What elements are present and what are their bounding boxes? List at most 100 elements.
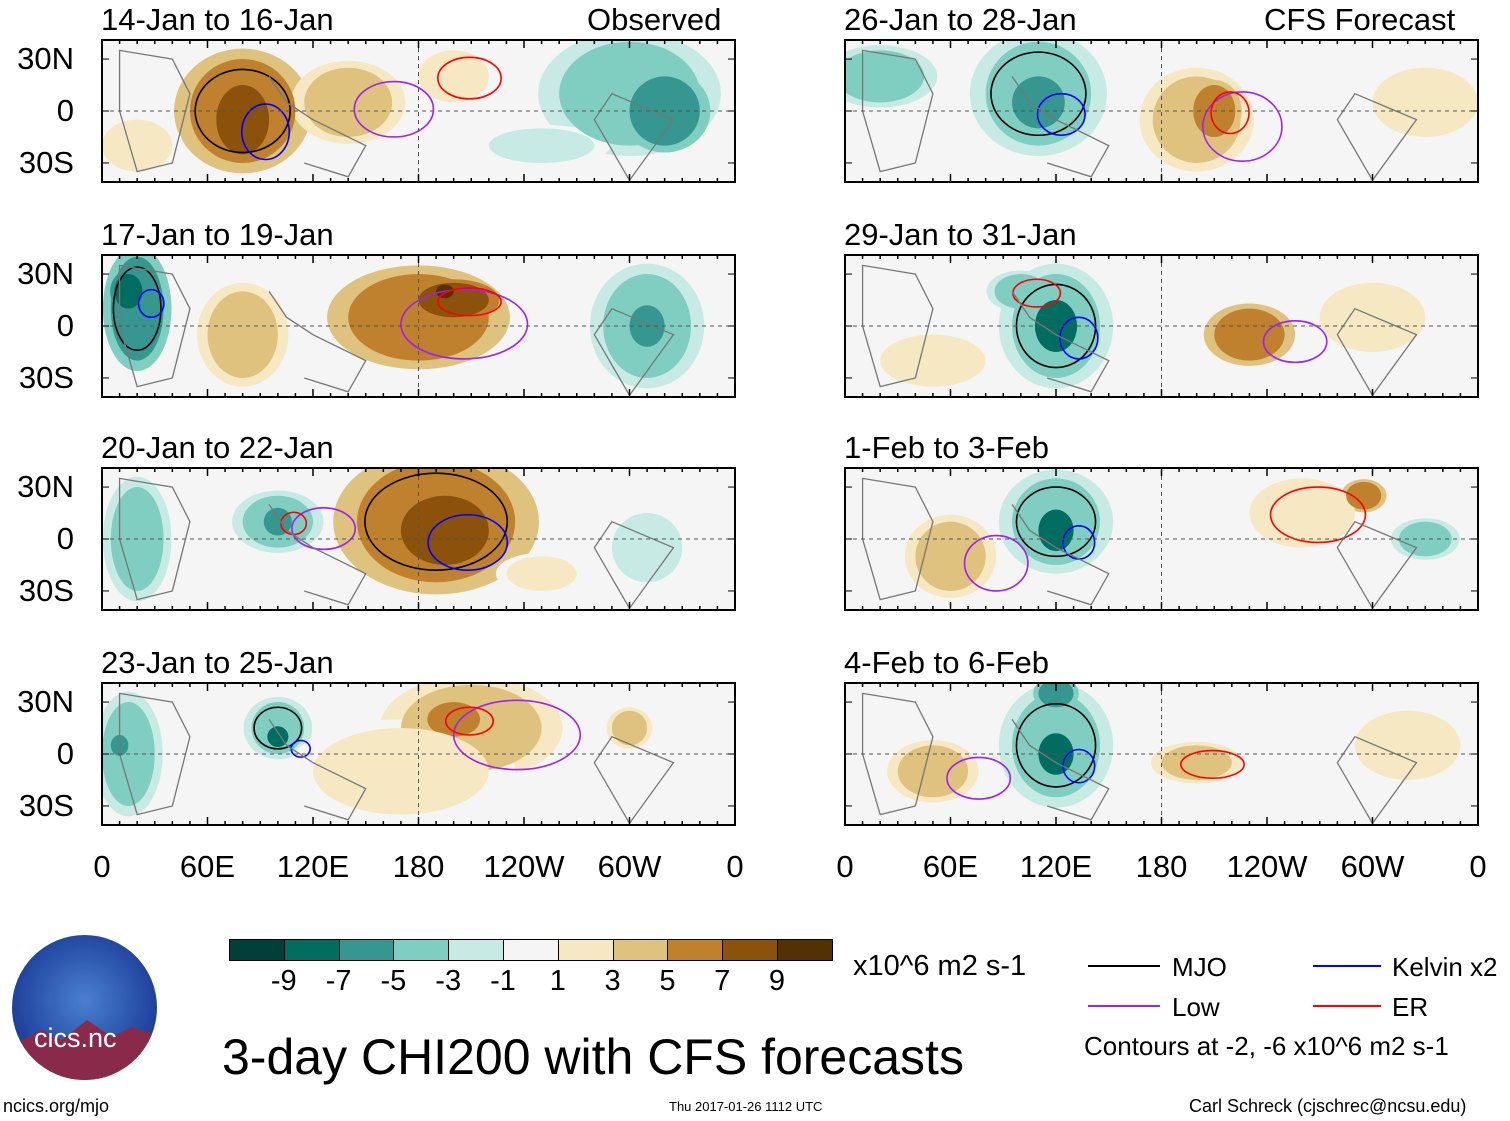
legend-line-er [1313, 1005, 1381, 1007]
lat-tick-label: 0 [56, 308, 74, 343]
contour-line [137, 288, 165, 319]
lat-tick-label: 30N [17, 684, 74, 720]
anomaly-shading [304, 67, 393, 137]
colorbar-swatch [722, 939, 778, 961]
cics-logo: cics.nc [12, 935, 157, 1080]
anomaly-shading [110, 256, 164, 361]
lon-tick-label: 0 [726, 849, 744, 884]
anomaly-shading [1354, 710, 1461, 780]
legend-label-kelvin: Kelvin x2 [1392, 952, 1498, 982]
lat-tick-label: 30N [17, 41, 74, 77]
contour-line [1180, 749, 1245, 780]
panel-title: 20-Jan to 22-Jan [101, 430, 334, 465]
contour-line [963, 534, 1029, 592]
anomaly-shading [915, 521, 986, 591]
anomaly-shading [1372, 67, 1478, 137]
legend-line-low [1088, 1005, 1160, 1007]
anomaly-shading [611, 710, 648, 746]
logo-text: cics.nc [34, 1023, 117, 1053]
anomaly-shading [427, 702, 481, 737]
contour-line [1262, 320, 1328, 364]
anomaly-shading [1214, 308, 1285, 361]
panel-title: 1-Feb to 3-Feb [844, 430, 1050, 465]
colorbar-label: -9 [270, 965, 297, 997]
lon-tick-label: 180 [1135, 849, 1188, 884]
lon-tick-label: 120W [483, 849, 565, 884]
anomaly-shading [1398, 521, 1452, 557]
colorbar-swatch [393, 939, 450, 961]
colorbar-swatch [338, 939, 395, 961]
colorbar-label: 9 [768, 965, 786, 997]
anomaly-shading [267, 726, 289, 748]
site-link[interactable]: ncics.org/mjo [3, 1096, 110, 1116]
lat-tick-label: 30S [18, 359, 74, 395]
map-panel [101, 467, 736, 611]
anomaly-shading [994, 274, 1048, 309]
anomaly-shading [1038, 683, 1074, 708]
lon-tick-label: 60W [1340, 849, 1405, 884]
contour-line [990, 51, 1087, 137]
colorbar-swatch [557, 939, 614, 961]
lon-tick-label: 60E [922, 849, 979, 884]
colorbar-label: -7 [325, 965, 352, 997]
map-panel [844, 467, 1479, 611]
contour-line [1015, 702, 1097, 788]
contour-line [437, 56, 502, 100]
lat-tick-label: 30S [18, 144, 74, 180]
contour-line [1015, 486, 1097, 558]
contour-line [437, 287, 502, 317]
author: Carl Schreck (cjschrec@ncsu.edu) [1189, 1096, 1467, 1116]
legend-label-er: ER [1392, 992, 1429, 1022]
anomaly-shading [216, 85, 270, 155]
lat-tick-label: 0 [56, 521, 74, 556]
anomaly-shading [1249, 478, 1355, 548]
anomaly-shading [880, 334, 986, 387]
lon-tick-label: 120E [1019, 849, 1093, 884]
anomaly-shading [488, 128, 595, 163]
colorbar-units: x10^6 m2 s-1 [853, 950, 1027, 982]
forecast-label: CFS Forecast [1264, 2, 1456, 37]
legend-label-mjo: MJO [1172, 952, 1227, 982]
anomaly-shading [845, 50, 925, 103]
colorbar-swatch [667, 939, 724, 961]
anomaly-shading [611, 513, 683, 583]
anomaly-shading [897, 745, 969, 798]
lon-tick-label: 0 [1469, 849, 1487, 884]
contour-note: Contours at -2, -6 x10^6 m2 s-1 [1084, 1031, 1449, 1061]
contour-line [364, 472, 509, 571]
anomaly-shading [400, 495, 489, 565]
lat-tick-label: 30S [18, 787, 74, 823]
contour-line [444, 706, 495, 736]
colorbar-label: -1 [490, 965, 516, 997]
panel-title: 17-Jan to 19-Jan [101, 217, 334, 252]
timestamp: Thu 2017-01-26 1112 UTC [669, 1099, 823, 1114]
panel-title: 26-Jan to 28-Jan [844, 2, 1077, 37]
colorbar-label: -5 [380, 965, 407, 997]
anomaly-shading [1038, 509, 1074, 552]
colorbar-swatch [283, 939, 340, 961]
contour-line [1210, 91, 1250, 135]
contour-line [1036, 92, 1086, 137]
contour-line [946, 756, 1012, 800]
colorbar-swatch [777, 939, 833, 961]
lat-tick-label: 0 [56, 93, 74, 128]
anomaly-shading [1012, 76, 1065, 129]
lat-tick-label: 30N [17, 469, 74, 505]
map-panel [844, 254, 1479, 398]
anomaly-shading [1346, 481, 1382, 510]
colorbar-swatch [448, 939, 504, 961]
map-panel [101, 254, 736, 398]
contour-line [194, 68, 291, 154]
anomaly-shading [114, 274, 143, 309]
contour-line [400, 288, 529, 360]
lon-tick-label: 180 [392, 849, 445, 884]
lon-tick-label: 120W [1226, 849, 1308, 884]
panel-title: 29-Jan to 31-Jan [844, 217, 1077, 252]
map-panel [101, 682, 736, 826]
lon-tick-label: 60W [597, 849, 662, 884]
colorbar-label: 1 [549, 965, 566, 997]
panel-title: 14-Jan to 16-Jan [101, 2, 334, 37]
lon-tick-label: 120E [276, 849, 350, 884]
anomaly-shading [207, 291, 278, 378]
map-panel [101, 39, 736, 183]
